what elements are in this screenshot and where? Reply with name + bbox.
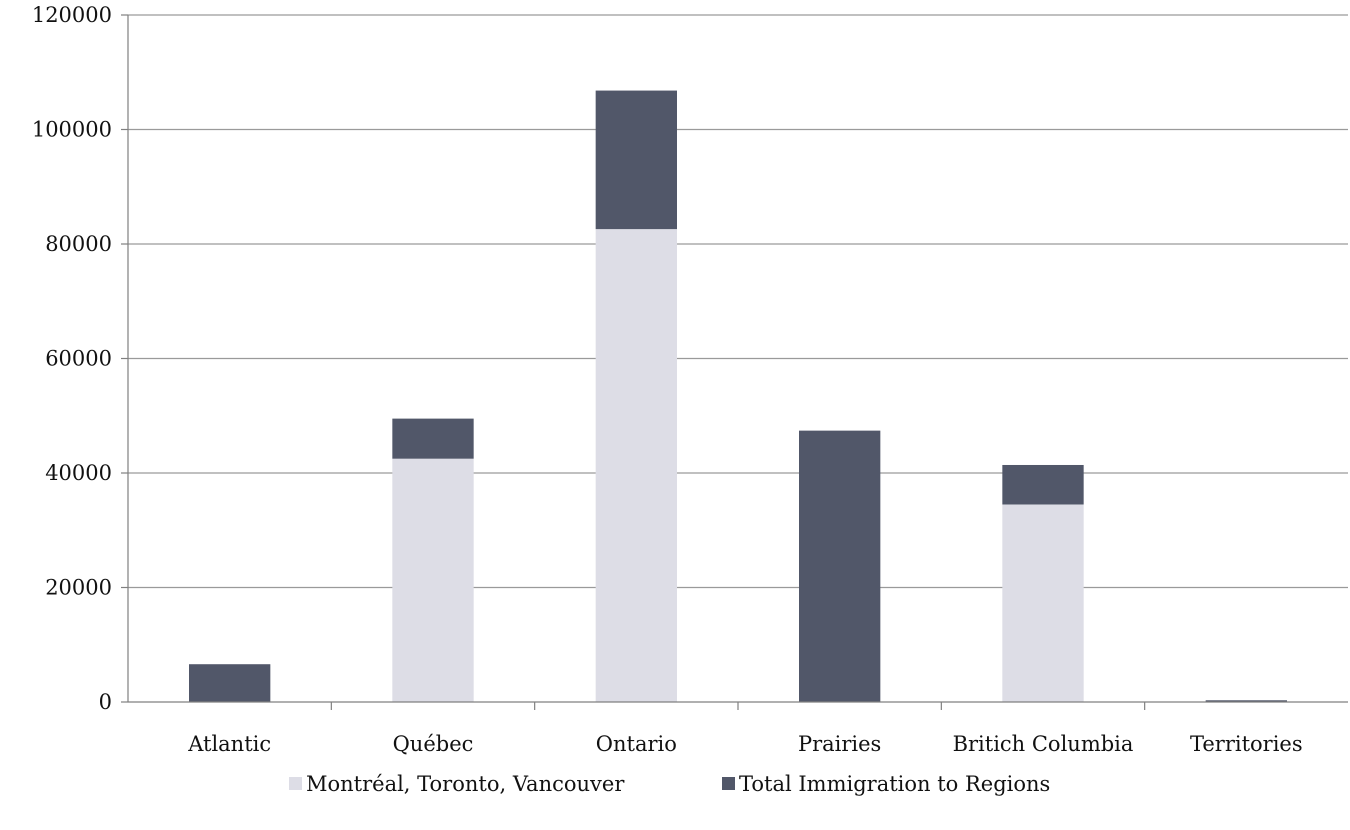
bar-prairies-series-1 bbox=[799, 430, 881, 702]
x-category-label: Ontario bbox=[596, 732, 677, 756]
bar-britich-columbia-series-0 bbox=[1002, 504, 1084, 702]
legend-label-1: Total Immigration to Regions bbox=[739, 772, 1050, 796]
bar-ontario-series-1 bbox=[595, 90, 677, 230]
legend-label-0: Montréal, Toronto, Vancouver bbox=[306, 772, 625, 796]
legend-swatch-1 bbox=[722, 777, 735, 790]
x-category-label: Québec bbox=[393, 732, 474, 756]
x-category-label: Territories bbox=[1190, 732, 1303, 756]
y-tick-label: 100000 bbox=[32, 118, 112, 142]
y-tick-label: 80000 bbox=[45, 232, 112, 256]
y-axis-ticks: 0 20000 40000 60000 80000 100000 120000 bbox=[32, 3, 112, 714]
x-axis-categories: Atlantic Québec Ontario Prairies Britich Col… bbox=[187, 732, 1302, 756]
axes bbox=[121, 14, 1348, 710]
bar-qu-bec-series-1 bbox=[392, 418, 474, 459]
gridlines bbox=[128, 14, 1348, 589]
y-tick-label: 120000 bbox=[32, 3, 112, 27]
bar-ontario-series-0 bbox=[595, 229, 677, 703]
legend: Montréal, Toronto, Vancouver Total Immigr… bbox=[289, 772, 1050, 796]
bar-qu-bec-series-0 bbox=[392, 458, 474, 702]
bars bbox=[189, 90, 1287, 703]
bar-atlantic-series-1 bbox=[189, 664, 271, 702]
y-tick-label: 60000 bbox=[45, 347, 112, 371]
x-category-label: Prairies bbox=[798, 732, 881, 756]
y-tick-label: 40000 bbox=[45, 461, 112, 485]
x-category-label: Atlantic bbox=[187, 732, 271, 756]
y-tick-label: 20000 bbox=[45, 576, 112, 600]
x-category-label: Britich Columbia bbox=[953, 732, 1134, 756]
y-tick-label: 0 bbox=[99, 690, 112, 714]
bar-britich-columbia-series-1 bbox=[1002, 464, 1084, 505]
bar-territories-series-1 bbox=[1205, 700, 1287, 702]
legend-swatch-0 bbox=[289, 777, 302, 790]
